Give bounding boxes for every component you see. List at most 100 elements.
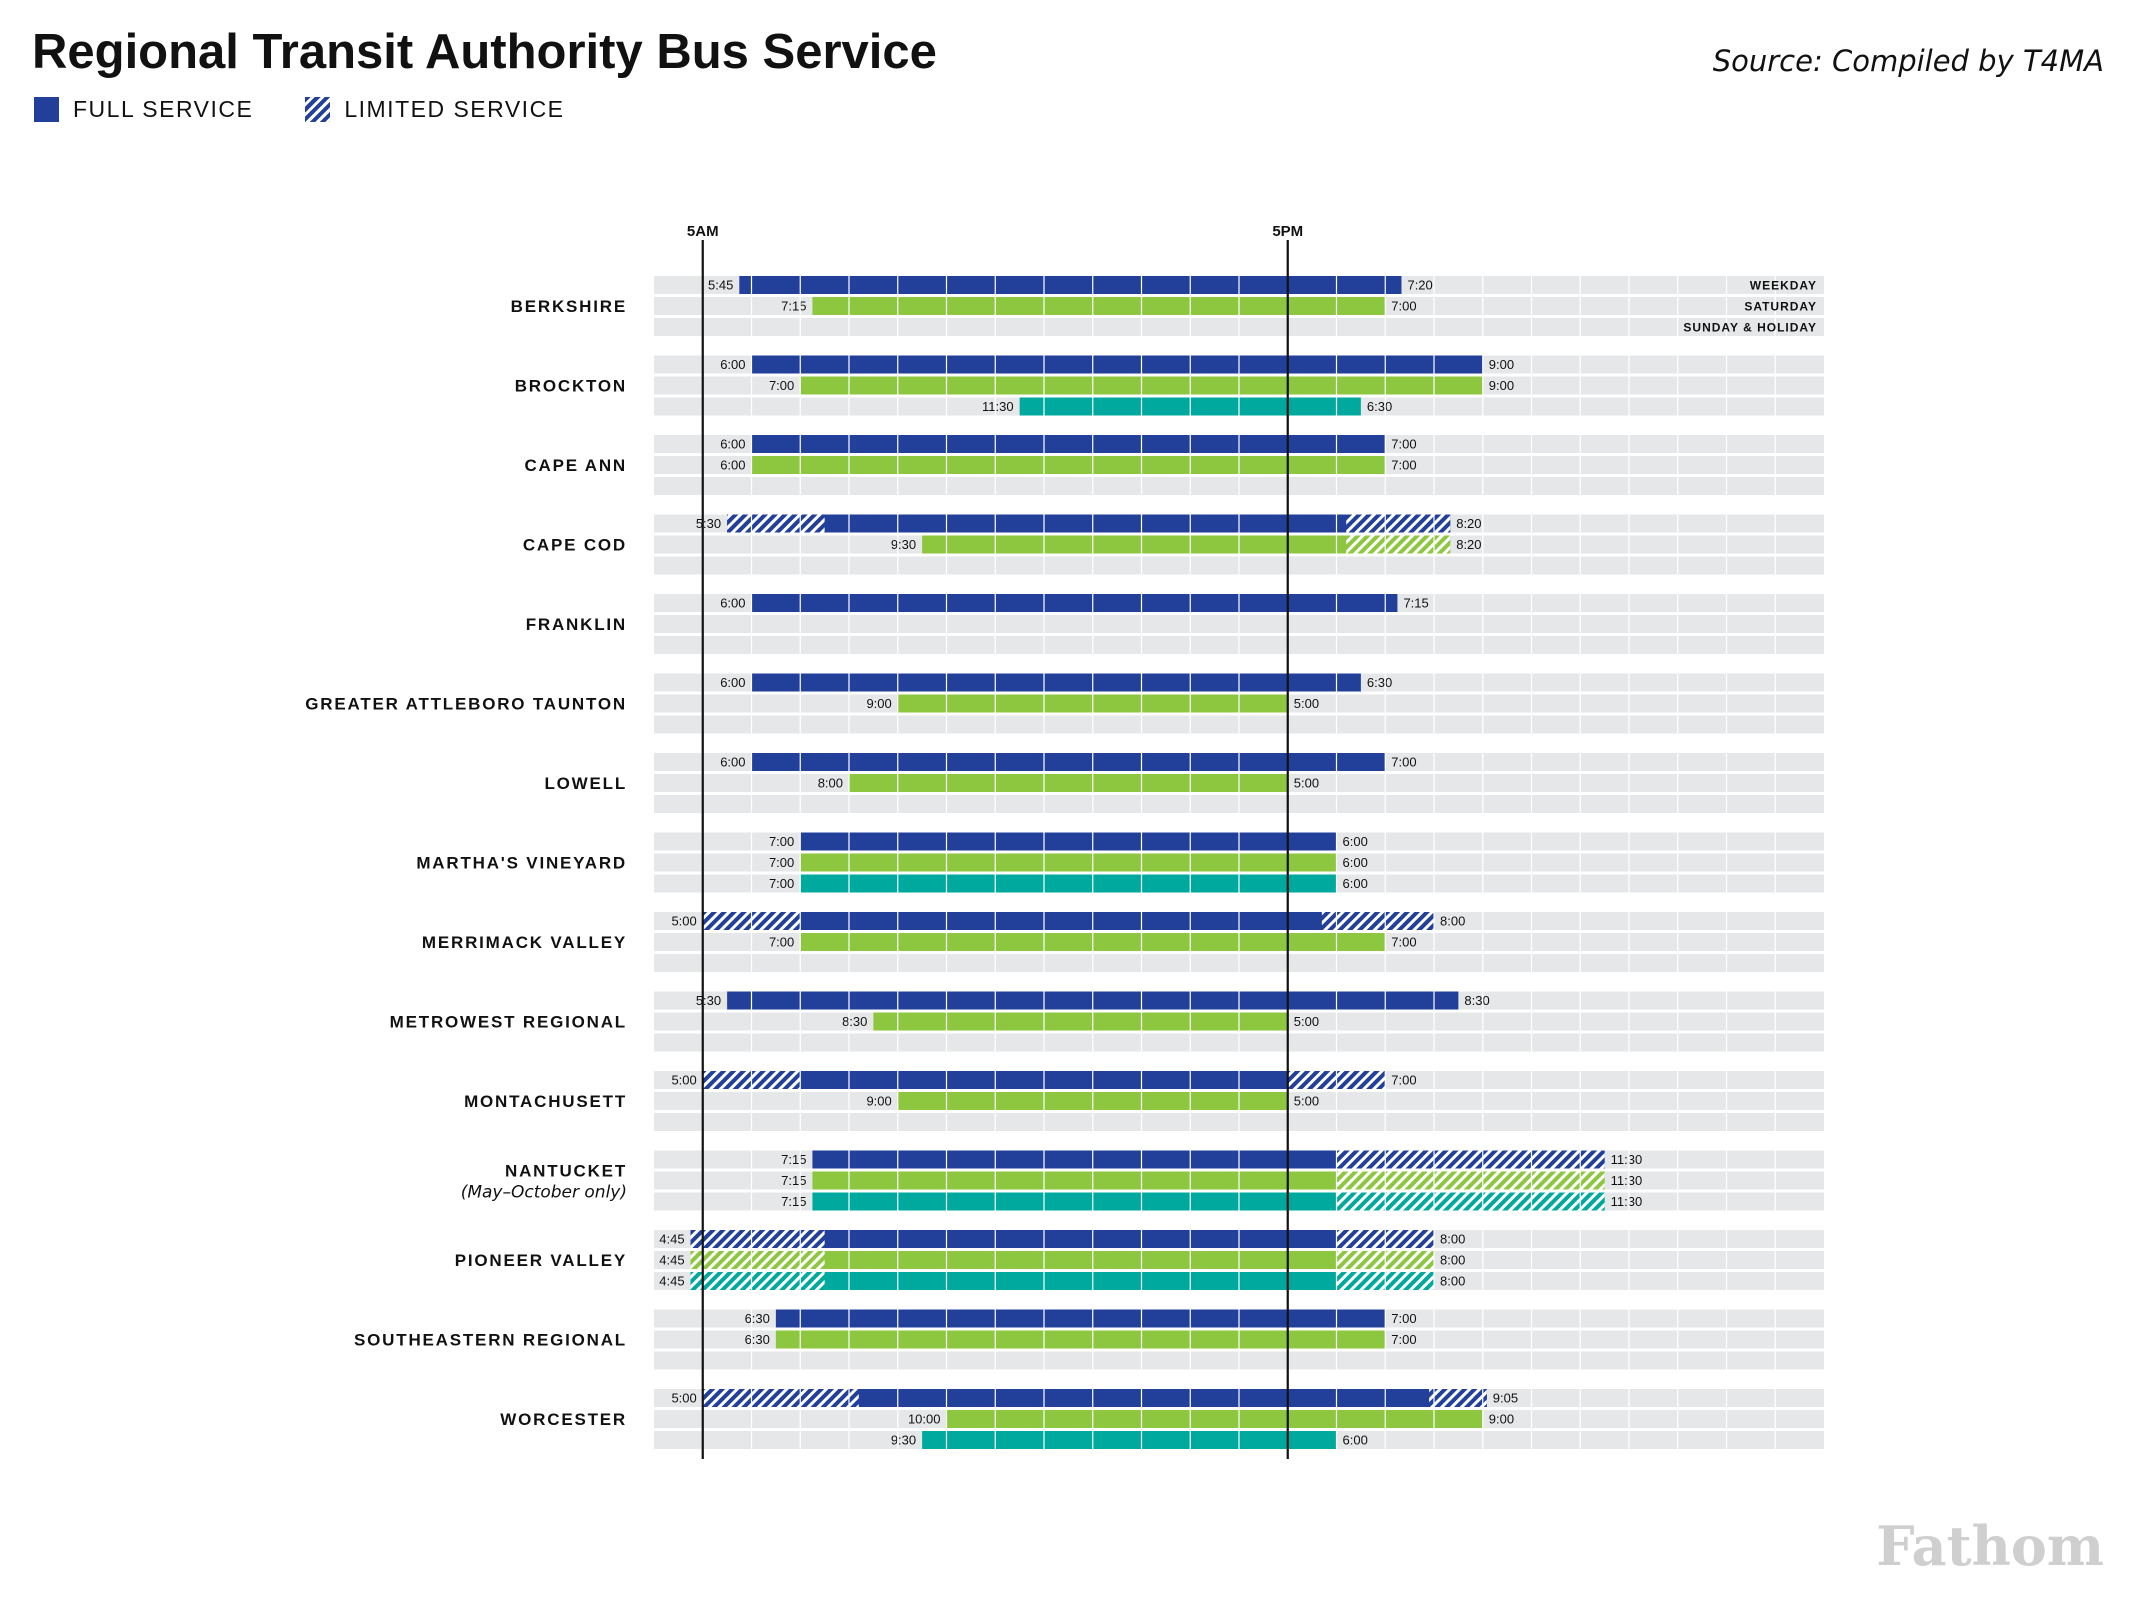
service-end-label: 5:00 (1294, 1094, 1319, 1109)
service-bar (922, 1431, 1337, 1449)
service-start-label: 9:00 (866, 696, 891, 711)
service-start-label: 7:15 (781, 1173, 806, 1188)
service-end-label: 8:00 (1440, 1274, 1465, 1289)
service-end-label: 9:00 (1489, 357, 1514, 372)
service-start-label: 9:00 (866, 1094, 891, 1109)
service-end-label: 5:00 (1294, 1014, 1319, 1029)
service-start-label: 7:00 (769, 876, 794, 891)
service-start-label: 6:00 (720, 458, 745, 473)
limited-service-segment (727, 514, 825, 533)
limited-service-segment (690, 1230, 825, 1248)
service-end-label: 6:30 (1367, 675, 1392, 690)
service-bar (751, 435, 1386, 453)
service-start-label: 7:15 (781, 1152, 806, 1167)
service-end-label: 5:00 (1294, 696, 1319, 711)
service-start-label: 5:00 (671, 1073, 696, 1088)
service-end-label: 9:00 (1489, 378, 1514, 393)
legend-item-limited: LIMITED SERVICE (305, 96, 564, 123)
service-start-label: 5:30 (696, 516, 721, 531)
service-start-label: 7:15 (781, 299, 806, 314)
service-bar (800, 832, 1337, 851)
service-bar (775, 1309, 1386, 1328)
service-end-label: 9:00 (1489, 1412, 1514, 1427)
service-bar (739, 276, 1402, 294)
service-start-label: 11:30 (982, 399, 1014, 414)
agency-label: CAPE ANN (524, 456, 627, 475)
agency-label: GREATER ATTLEBORO TAUNTON (305, 695, 627, 714)
service-start-label: 5:00 (671, 914, 696, 929)
service-start-label: 6:30 (745, 1311, 770, 1326)
legend-label-limited: LIMITED SERVICE (344, 96, 565, 122)
service-start-label: 9:30 (891, 1433, 916, 1448)
service-end-label: 6:30 (1367, 399, 1392, 414)
service-bar (751, 594, 1398, 612)
service-bar (727, 514, 1451, 533)
fathom-logo: Fathom (1876, 1514, 2104, 1578)
service-end-label: 8:00 (1440, 1253, 1465, 1268)
service-start-label: 7:15 (781, 1194, 806, 1209)
limited-service-segment (1346, 535, 1451, 554)
service-bar (702, 912, 1434, 930)
service-start-label: 10:00 (908, 1412, 941, 1427)
limited-service-segment (690, 1272, 825, 1290)
day-type-label: SUNDAY & HOLIDAY (1683, 321, 1817, 335)
service-start-label: 4:45 (659, 1274, 684, 1289)
service-start-label: 7:00 (769, 834, 794, 849)
service-end-label: 7:00 (1391, 1073, 1416, 1088)
service-bar (751, 673, 1361, 692)
service-end-label: 11:30 (1611, 1194, 1643, 1209)
service-start-label: 6:00 (720, 675, 745, 690)
limited-service-segment (1336, 1192, 1605, 1211)
axis-marker-label: 5AM (687, 223, 719, 240)
limited-service-segment (690, 1251, 825, 1269)
service-bar (922, 535, 1451, 554)
service-start-label: 6:00 (720, 596, 745, 611)
service-end-label: 8:20 (1456, 516, 1481, 531)
service-end-label: 7:00 (1391, 935, 1416, 950)
agency-label: PIONEER VALLEY (455, 1251, 627, 1270)
service-bar (775, 1330, 1386, 1349)
limited-service-segment (1429, 1389, 1487, 1407)
limited-service-segment (1336, 1171, 1605, 1190)
service-end-label: 11:30 (1611, 1152, 1643, 1167)
agency-label: LOWELL (544, 774, 627, 793)
agency-label: NANTUCKET (505, 1162, 627, 1181)
agency-label: FRANKLIN (526, 615, 627, 634)
service-bar (751, 753, 1386, 771)
service-end-label: 6:00 (1343, 855, 1368, 870)
service-start-label: 5:45 (708, 278, 733, 293)
service-end-label: 8:20 (1456, 537, 1481, 552)
service-end-label: 11:30 (1611, 1173, 1643, 1188)
legend-item-full: FULL SERVICE (34, 96, 253, 123)
service-end-label: 7:00 (1391, 1332, 1416, 1347)
service-end-label: 7:00 (1391, 755, 1416, 770)
service-start-label: 5:00 (671, 1391, 696, 1406)
agency-label: METROWEST REGIONAL (390, 1013, 627, 1032)
service-bar (690, 1272, 1434, 1290)
agency-label: MARTHA'S VINEYARD (416, 854, 627, 873)
agency-label: MONTACHUSETT (464, 1092, 627, 1111)
service-bar (702, 1389, 1487, 1407)
service-bar (690, 1230, 1434, 1248)
service-start-label: 4:45 (659, 1232, 684, 1247)
day-type-label: SATURDAY (1744, 300, 1817, 314)
service-end-label: 7:00 (1391, 1311, 1416, 1326)
legend-swatch-limited (305, 97, 331, 122)
legend: FULL SERVICE LIMITED SERVICE (34, 96, 617, 123)
service-end-label: 8:00 (1440, 1232, 1465, 1247)
legend-swatch-full (34, 97, 59, 122)
service-end-label: 5:00 (1294, 776, 1319, 791)
service-bar (690, 1251, 1434, 1269)
service-end-label: 7:00 (1391, 437, 1416, 452)
service-start-label: 5:30 (696, 993, 721, 1008)
legend-label-full: FULL SERVICE (73, 96, 254, 122)
agency-label: CAPE COD (523, 536, 627, 555)
service-start-label: 4:45 (659, 1253, 684, 1268)
service-end-label: 8:30 (1464, 993, 1489, 1008)
axis-marker-label: 5PM (1272, 223, 1303, 240)
service-bar (946, 1410, 1483, 1428)
limited-service-segment (1321, 912, 1434, 930)
service-bar (751, 355, 1483, 374)
service-start-label: 6:00 (720, 755, 745, 770)
